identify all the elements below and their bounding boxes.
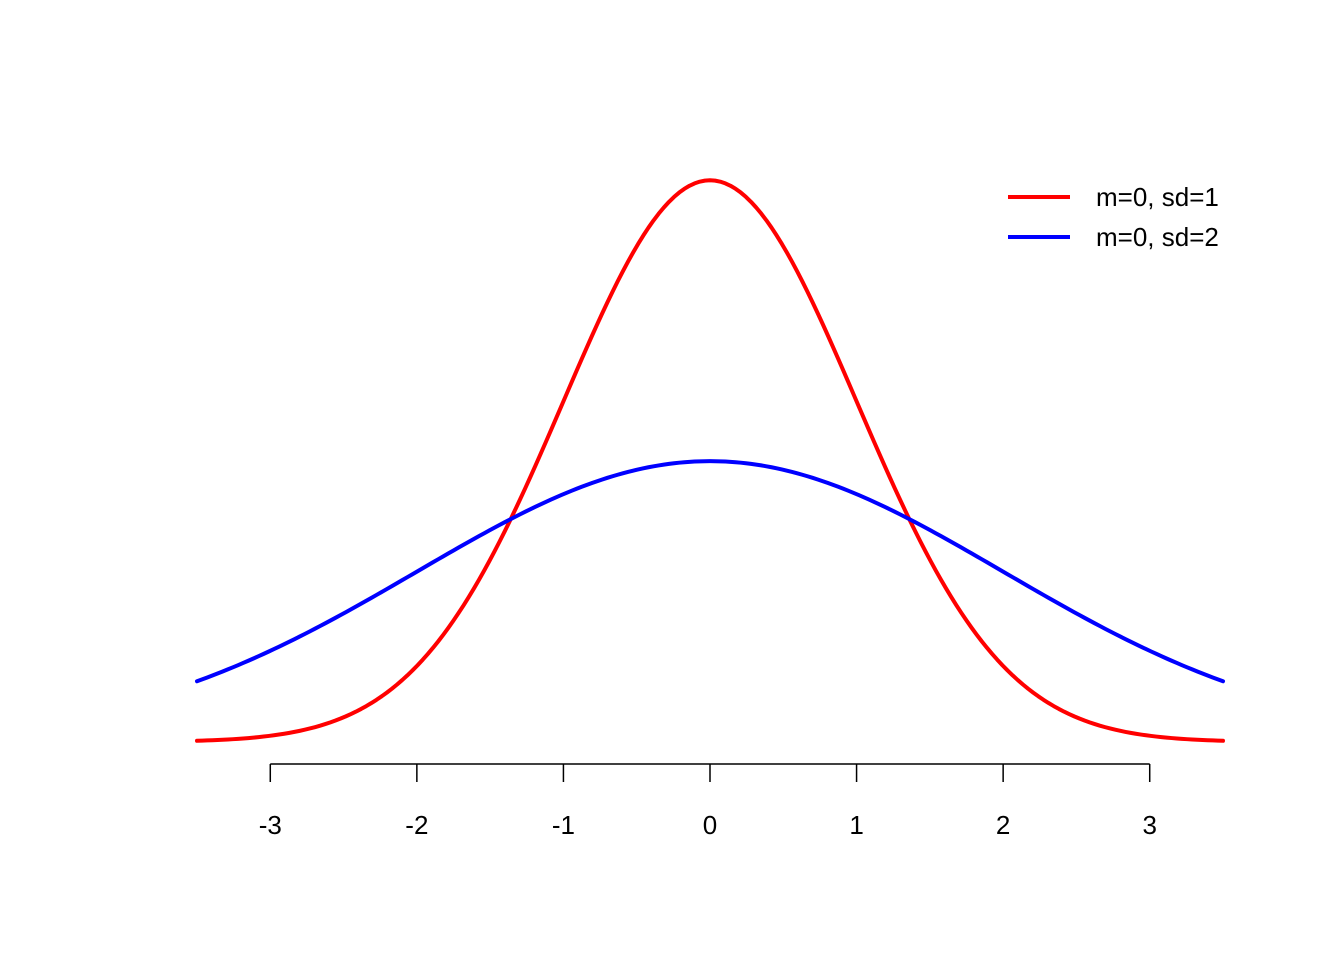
- x-tick-label: 3: [1142, 810, 1156, 840]
- x-tick-label: 2: [996, 810, 1010, 840]
- x-tick-label: -1: [552, 810, 575, 840]
- curves-group: [195, 178, 1225, 743]
- legend-label-2: m=0, sd=2: [1096, 222, 1219, 252]
- x-axis: -3 -2 -1 0 1 2 3: [259, 763, 1157, 840]
- legend-label-1: m=0, sd=1: [1096, 182, 1219, 212]
- x-tick-label: -2: [405, 810, 428, 840]
- x-tick-label: 1: [849, 810, 863, 840]
- x-tick-label: 0: [703, 810, 717, 840]
- x-tick-label: -3: [259, 810, 282, 840]
- legend: m=0, sd=1 m=0, sd=2: [1008, 182, 1219, 252]
- series-line-1: [195, 178, 1225, 743]
- series-line-2: [195, 459, 1225, 684]
